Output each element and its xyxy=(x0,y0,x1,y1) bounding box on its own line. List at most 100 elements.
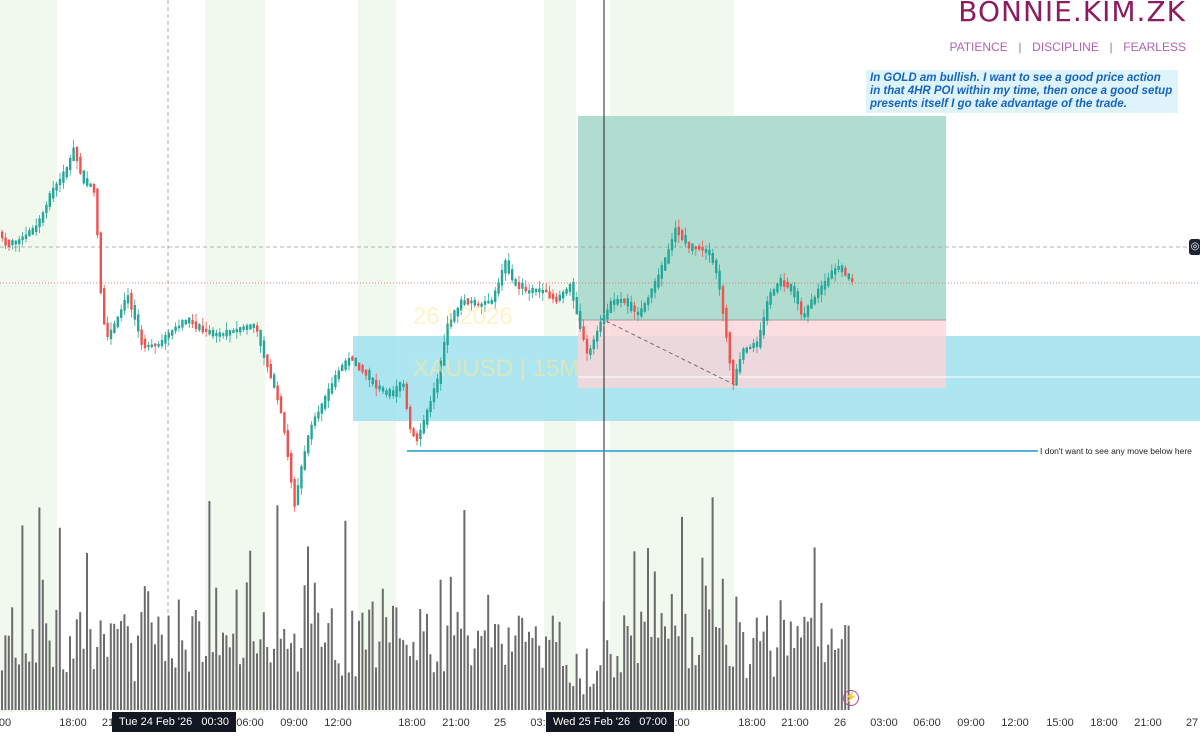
candle xyxy=(215,329,218,343)
volume-bar xyxy=(201,661,204,710)
stop-zone[interactable] xyxy=(578,320,946,388)
volume-bar xyxy=(776,647,779,710)
volume-bar xyxy=(409,656,411,710)
volume-bar xyxy=(823,662,826,710)
volume-bar xyxy=(242,657,245,710)
volume-bar xyxy=(143,586,146,710)
candle xyxy=(259,329,262,353)
volume-bar xyxy=(375,667,377,710)
volume-bar xyxy=(585,648,588,710)
volume-bar xyxy=(351,610,354,710)
volume-bar xyxy=(745,678,748,710)
trade-note[interactable]: In GOLD am bullish. I want to see a good… xyxy=(866,70,1178,113)
candle xyxy=(160,333,164,349)
volume-bar xyxy=(565,664,568,710)
candle xyxy=(194,313,198,333)
candle xyxy=(742,347,745,365)
volume-bar xyxy=(89,629,92,710)
volume-bar xyxy=(640,611,643,710)
x-tick-label: 12:00 xyxy=(324,717,352,729)
volume-bar xyxy=(361,612,364,710)
candle xyxy=(143,334,147,352)
candle xyxy=(75,146,79,170)
eye-off-icon[interactable]: ◎ xyxy=(1189,239,1200,255)
volume-bar xyxy=(334,659,337,710)
volume-bar xyxy=(405,644,408,710)
candle xyxy=(31,225,34,236)
candle xyxy=(728,331,731,371)
volume-bar xyxy=(548,639,551,710)
candle xyxy=(752,338,755,353)
volume-bar xyxy=(830,628,833,710)
volume-bar xyxy=(235,589,238,710)
volume-bar xyxy=(793,648,796,710)
candle xyxy=(392,385,395,399)
volume-bar xyxy=(609,654,612,710)
candle xyxy=(664,257,667,271)
candle xyxy=(715,258,718,280)
volume-bar xyxy=(735,596,738,710)
volume-bar xyxy=(313,582,316,710)
x-tick-label: 18:00 xyxy=(398,717,426,729)
volume-bar xyxy=(511,651,513,710)
candle xyxy=(691,243,694,255)
candle xyxy=(239,326,242,336)
candle xyxy=(181,319,184,331)
volume-bar xyxy=(402,640,405,710)
volume-bar xyxy=(296,671,299,710)
candle xyxy=(218,328,221,342)
candle xyxy=(477,300,480,308)
candle xyxy=(164,331,167,351)
volume-bar xyxy=(687,668,690,710)
candle xyxy=(660,261,663,287)
volume-bar xyxy=(45,623,48,710)
volume-bar xyxy=(538,645,541,710)
candle xyxy=(116,316,119,329)
volume-bar xyxy=(470,665,473,710)
volume-bar xyxy=(704,585,707,710)
candle xyxy=(769,288,772,309)
candle xyxy=(24,226,28,243)
volume-bar xyxy=(184,649,187,710)
volume-bar xyxy=(52,666,54,710)
candlesticks xyxy=(1,139,854,512)
candle xyxy=(130,289,133,318)
candle xyxy=(800,297,803,320)
candle xyxy=(834,263,837,282)
candle xyxy=(279,393,283,414)
candle xyxy=(86,171,89,188)
volume-bar xyxy=(667,638,670,710)
candle xyxy=(82,170,85,185)
candle xyxy=(796,288,799,311)
candle xyxy=(528,284,531,301)
volume-bar xyxy=(116,629,119,710)
candle xyxy=(820,280,823,303)
candle xyxy=(72,139,75,162)
volume-bar xyxy=(817,646,819,710)
volume-bar xyxy=(82,648,85,710)
volume-bar xyxy=(368,609,371,710)
volume-bar xyxy=(837,648,840,710)
volume-bar xyxy=(800,637,802,710)
candle xyxy=(562,289,565,304)
candle xyxy=(96,187,99,239)
candle xyxy=(674,220,677,248)
x-tick-label: 03: xyxy=(530,717,545,729)
target-zone[interactable] xyxy=(578,116,946,320)
candle xyxy=(589,345,592,360)
volume-bar xyxy=(718,628,721,710)
volume-bar xyxy=(786,655,789,710)
lightning-icon[interactable]: ⚡ xyxy=(843,690,859,706)
volume-bar xyxy=(147,591,150,710)
volume-bar xyxy=(341,675,343,710)
volume-bar xyxy=(827,644,830,710)
candle xyxy=(497,278,500,297)
candle xyxy=(517,275,521,295)
volume-bar xyxy=(698,654,700,710)
x-tick-label: 18:00 xyxy=(59,717,87,729)
volume-bar xyxy=(613,677,615,710)
volume-bar xyxy=(562,665,564,710)
volume-bar xyxy=(460,628,462,710)
volume-bar xyxy=(701,557,704,710)
